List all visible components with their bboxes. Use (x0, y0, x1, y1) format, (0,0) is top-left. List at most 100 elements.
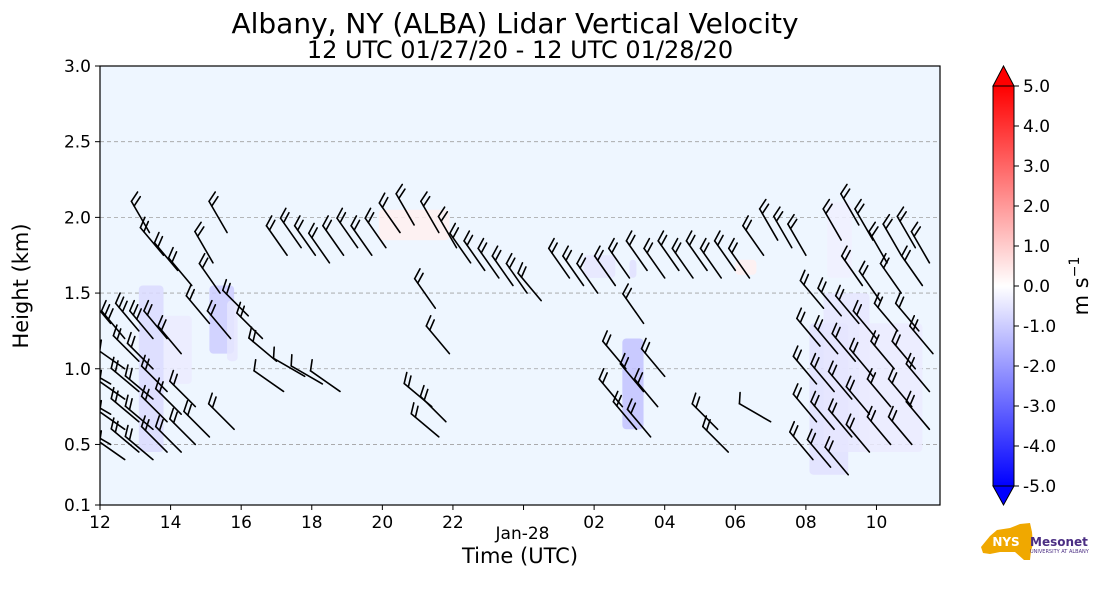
wind-barb (154, 377, 182, 415)
wind-barb (477, 237, 500, 279)
y-tick-label: 0.1 (64, 496, 91, 516)
wind-barb (758, 198, 779, 241)
wind-barb (437, 206, 458, 249)
wind-barb (307, 222, 331, 264)
wind-barb (619, 352, 645, 393)
wind-barb (139, 216, 165, 257)
wind-barb (420, 191, 440, 234)
x-axis-label: Time (UTC) (461, 544, 578, 568)
wind-barb (185, 284, 211, 325)
wind-barb (221, 278, 250, 317)
y-tick-label: 3.0 (64, 57, 91, 77)
y-tick-label: 1.0 (64, 360, 91, 380)
wind-barb (463, 230, 486, 272)
wind-barb (845, 413, 871, 453)
wind-barb (799, 269, 825, 310)
wind-barb (129, 299, 154, 340)
colorbar-label-unit: m s (1069, 277, 1093, 315)
colorbar-label: m s−1 (1067, 257, 1093, 316)
wind-barb (100, 376, 112, 385)
wind-barb (248, 326, 278, 362)
colorbar-tick-label: -5.0 (1023, 477, 1056, 497)
wind-barb (813, 314, 839, 355)
colorbar-tick-label: 0.0 (1023, 277, 1050, 297)
nys-mesonet-logo: NYS Mesonet UNIVERSITY AT ALBANY (981, 523, 1090, 560)
wind-barb (114, 292, 140, 332)
wind-barb (810, 390, 835, 431)
wind-barb (873, 292, 899, 332)
wind-barb (336, 207, 359, 249)
wind-barb (622, 283, 645, 325)
wind-barb (840, 245, 864, 287)
wind-barb (772, 206, 793, 249)
wind-barb (822, 198, 842, 241)
wind-barb (198, 252, 221, 294)
wind-barb (110, 386, 140, 423)
colorbar-tick-label: -3.0 (1023, 397, 1056, 417)
wind-barb (810, 352, 835, 393)
wind-barb (671, 237, 694, 279)
wind-barb (854, 198, 874, 241)
wind-barb (870, 330, 895, 370)
wind-barb (265, 215, 288, 257)
colorbar-tick-label: 5.0 (1023, 77, 1050, 97)
y-tick-label: 2.0 (64, 208, 91, 228)
wind-barb (887, 405, 913, 446)
wind-barb (691, 392, 719, 431)
wind-barb (169, 369, 197, 408)
wind-barb (410, 402, 440, 438)
y-axis-label: Height (km) (9, 223, 33, 348)
wind-barb (576, 252, 599, 294)
colorbar-tick-label: -4.0 (1023, 437, 1056, 457)
wind-barb (208, 191, 228, 234)
wind-barb (900, 245, 924, 287)
wind-barb (491, 245, 514, 287)
colorbar-tick-label: 3.0 (1023, 157, 1050, 177)
velocity-region (735, 259, 757, 275)
wind-barb (831, 322, 857, 362)
wind-barb (685, 230, 708, 272)
wind-barb (183, 400, 211, 438)
wind-barb (787, 213, 807, 257)
wind-barb (140, 415, 168, 453)
colorbar-tick-label: -2.0 (1023, 357, 1056, 377)
wind-barb (896, 206, 917, 249)
x-tick-label: 18 (301, 513, 323, 533)
colorbar-tick-label: 1.0 (1023, 237, 1050, 257)
x-tick-label: 06 (724, 513, 746, 533)
x-tick-label: 16 (230, 513, 252, 533)
wind-barb (100, 309, 112, 325)
colorbar: -5.0 -4.0 -3.0 -2.0 -1.0 0.0 1.0 2.0 3.0 4.0 5.0 m… (992, 64, 1093, 507)
wind-barb (293, 215, 317, 257)
wind-barb (612, 390, 638, 431)
wind-barb (279, 207, 302, 249)
velocity-region (629, 259, 637, 278)
wind-barb (364, 207, 387, 249)
wind-barb (562, 245, 585, 287)
x-tick-label: 20 (372, 513, 394, 533)
wind-barb (806, 428, 832, 468)
wind-barb (322, 215, 345, 257)
wind-barb (236, 301, 264, 340)
wind-barb (593, 245, 617, 287)
wind-barb (817, 277, 842, 317)
wind-barb (840, 183, 860, 226)
wind-barb (909, 314, 934, 355)
colorbar-tick-label: 4.0 (1023, 117, 1050, 137)
wind-barb (792, 383, 818, 423)
x-tick-label: 22 (442, 513, 464, 533)
wind-barb (845, 375, 871, 415)
wind-barb (657, 230, 680, 272)
x-date-label: Jan-28 (495, 524, 550, 544)
wind-barb (167, 246, 193, 287)
wind-barb (910, 221, 931, 264)
y-axis-ticks: 0.1 0.5 1.0 1.5 2.0 2.5 3.0 (64, 57, 100, 516)
wind-barb (153, 231, 179, 272)
velocity-region (858, 323, 923, 453)
x-tick-label: 14 (160, 513, 182, 533)
wind-barb (547, 237, 571, 279)
logo-nys-text: NYS (992, 535, 1019, 549)
logo-subtitle: UNIVERSITY AT ALBANY (1030, 549, 1090, 555)
wind-barb (207, 392, 235, 431)
